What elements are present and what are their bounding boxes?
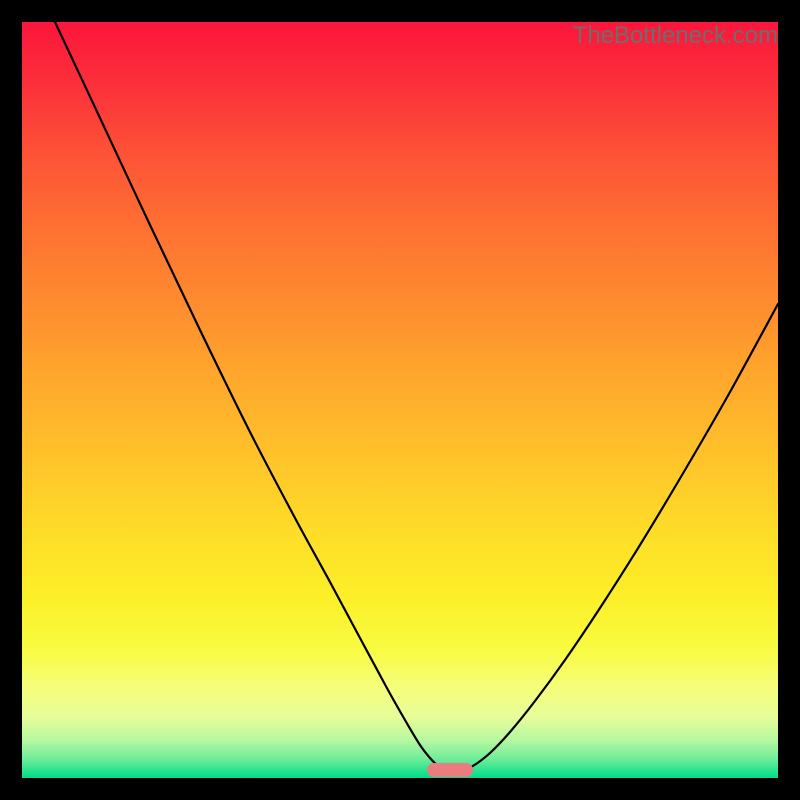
- optimal-range-marker: [427, 763, 473, 777]
- curve-path: [55, 22, 778, 771]
- watermark-text: TheBottleneck.com: [573, 22, 778, 50]
- plot-area: [22, 22, 778, 778]
- bottleneck-curve: [22, 22, 778, 778]
